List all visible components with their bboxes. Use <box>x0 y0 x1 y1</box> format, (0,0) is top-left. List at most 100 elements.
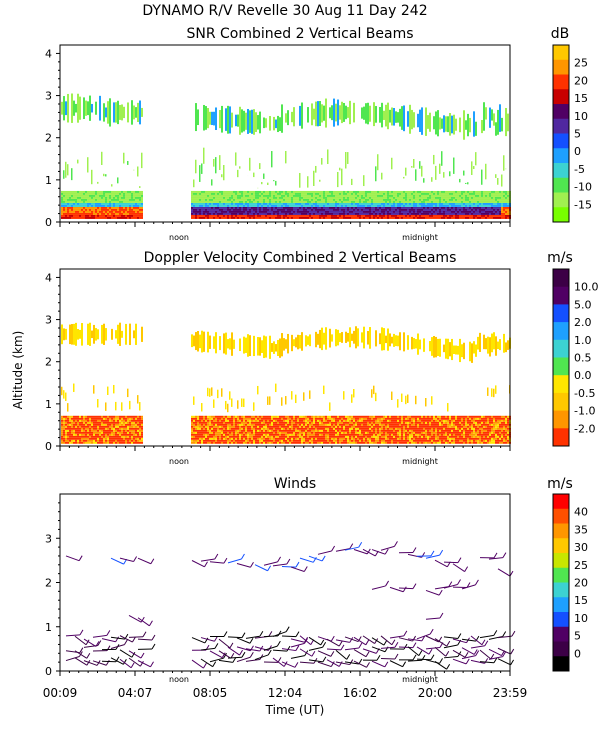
doppler-cell <box>349 431 351 434</box>
snr-cell <box>241 216 243 219</box>
snr-cell <box>139 194 141 197</box>
snr-cell <box>85 192 87 195</box>
doppler-cell <box>101 425 103 428</box>
doppler-cell <box>277 437 279 440</box>
snr-cell <box>447 204 449 207</box>
snr-cell <box>481 202 483 205</box>
colorbar-swatch <box>553 163 569 179</box>
snr-cell <box>447 214 449 217</box>
doppler-cell <box>61 439 63 442</box>
doppler-cell <box>273 437 275 440</box>
snr-cell <box>481 206 483 209</box>
snr-cell <box>193 216 195 219</box>
snr-cell <box>359 210 361 213</box>
snr-cell <box>465 198 467 201</box>
snr-cell <box>419 200 421 203</box>
doppler-cell <box>81 423 83 426</box>
doppler-cell <box>289 425 291 428</box>
doppler-cell <box>249 417 251 420</box>
doppler-cell <box>199 427 201 430</box>
doppler-cell <box>135 417 137 420</box>
doppler-cell <box>329 417 331 420</box>
snr-cell <box>451 202 453 205</box>
doppler-cell <box>287 427 289 430</box>
snr-cell <box>381 212 383 215</box>
doppler-cell <box>303 423 305 426</box>
doppler-cell <box>85 415 87 418</box>
doppler-cell <box>61 427 63 430</box>
snr-cell <box>127 200 129 203</box>
doppler-cell <box>317 415 319 418</box>
snr-cell <box>471 192 473 195</box>
snr-cell <box>121 208 123 211</box>
snr-cell <box>195 192 197 195</box>
snr-cell <box>381 196 383 199</box>
doppler-cell <box>125 433 127 436</box>
doppler-cell <box>89 425 91 428</box>
snr-cell <box>427 206 429 209</box>
doppler-cell <box>291 421 293 424</box>
doppler-cell <box>337 417 339 420</box>
snr-cell <box>387 198 389 201</box>
doppler-cell <box>97 425 99 428</box>
doppler-cell <box>81 437 83 440</box>
snr-cell <box>203 104 205 131</box>
snr-cell <box>245 198 247 201</box>
doppler-cell <box>225 439 227 442</box>
snr-cell <box>71 214 73 217</box>
snr-cell <box>229 214 231 217</box>
doppler-cell <box>297 415 299 418</box>
snr-cell <box>397 212 399 215</box>
snr-cell <box>197 192 199 195</box>
snr-cell <box>209 200 211 203</box>
doppler-cell <box>121 437 123 440</box>
snr-cell <box>93 214 95 217</box>
doppler-cell <box>113 437 115 440</box>
snr-cell <box>483 194 485 197</box>
snr-cell <box>125 198 127 201</box>
doppler-cell <box>197 429 199 432</box>
doppler-cell <box>123 423 125 426</box>
snr-cell <box>229 200 231 203</box>
snr-cell <box>487 194 489 197</box>
doppler-cell <box>139 433 141 436</box>
doppler-cell <box>241 441 243 444</box>
snr-cell <box>95 210 97 213</box>
snr-cell <box>303 198 305 201</box>
doppler-cell <box>261 417 263 420</box>
doppler-cell <box>79 419 81 422</box>
doppler-cell <box>217 419 219 422</box>
doppler-cell <box>211 387 213 396</box>
doppler-cell <box>63 433 65 436</box>
snr-cell <box>381 204 383 207</box>
snr-cell <box>373 204 375 207</box>
snr-cell <box>471 198 473 201</box>
snr-cell <box>193 179 195 188</box>
snr-cell <box>309 204 311 207</box>
doppler-cell <box>313 439 315 442</box>
doppler-cell <box>103 415 105 418</box>
snr-cell <box>351 212 353 215</box>
doppler-cell <box>129 400 131 410</box>
snr-cell <box>113 192 115 195</box>
snr-cell <box>497 216 499 219</box>
doppler-cell <box>219 439 221 442</box>
snr-cell <box>207 210 209 213</box>
snr-cell <box>109 210 111 213</box>
snr-cell <box>139 186 141 188</box>
snr-cell <box>123 194 125 197</box>
snr-cell <box>393 206 395 209</box>
doppler-cell <box>343 433 345 436</box>
snr-cell <box>463 194 465 197</box>
snr-cell <box>247 190 249 193</box>
snr-cell <box>235 214 237 217</box>
snr-cell <box>137 204 139 207</box>
snr-cell <box>259 202 261 205</box>
doppler-cell <box>265 437 267 440</box>
snr-cell <box>195 208 197 211</box>
snr-cell <box>497 109 499 135</box>
snr-cell <box>203 204 205 207</box>
snr-cell <box>375 214 377 217</box>
snr-cell <box>103 212 105 215</box>
doppler-cell <box>291 427 293 430</box>
